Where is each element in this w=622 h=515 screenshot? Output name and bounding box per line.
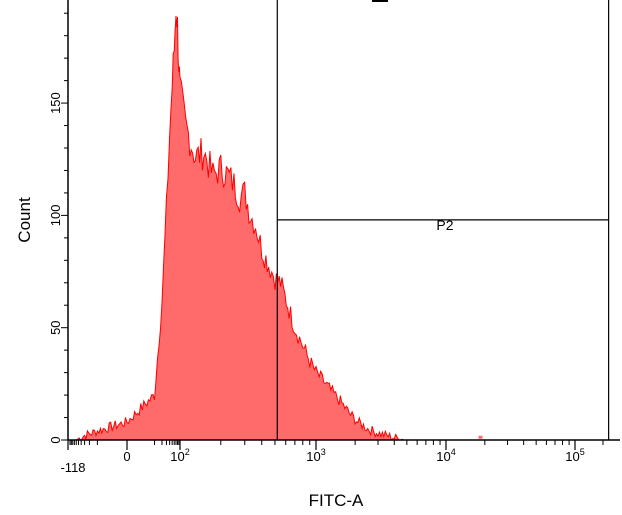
x-tick-label-3: 103 [306,447,325,464]
x-axis-label: FITC-A [309,491,364,510]
y-tick-label-50: 50 [48,320,63,334]
x-tick-label-2: 102 [170,447,189,464]
y-axis-label: Count [15,197,34,243]
x-tick-label-4: 104 [436,447,455,464]
x-tick-exponent-3: 3 [321,447,326,457]
x-tick-label-5: 105 [565,447,584,464]
x-tick-label-0: -118 [60,460,85,475]
outlier-marker-0 [478,435,483,439]
x-tick-exponent-5: 5 [580,447,585,457]
y-tick-label-0: 0 [48,436,63,443]
x-tick-exponent-4: 4 [451,447,456,457]
gate-label-P2: P2 [436,217,453,233]
x-tick-label-1: 0 [123,449,130,464]
y-tick-label-100: 100 [48,205,63,227]
histogram-area-series-0 [75,15,407,441]
y-tick-label-150: 150 [48,92,63,114]
x-tick-exponent-2: 2 [185,447,190,457]
